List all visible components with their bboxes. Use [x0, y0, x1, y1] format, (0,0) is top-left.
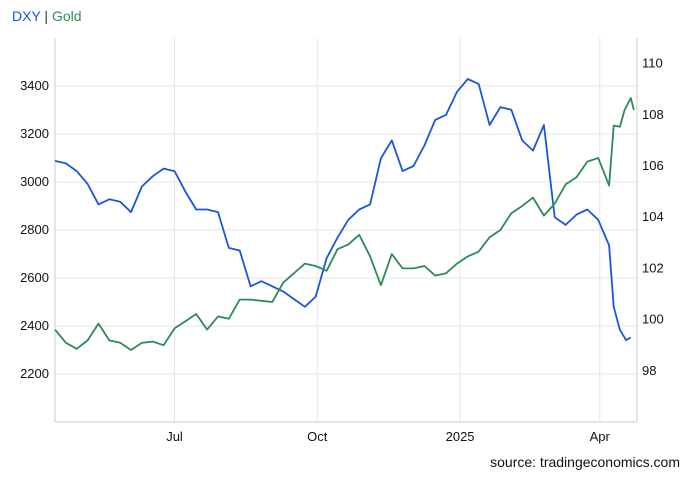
series-line-dxy [54, 78, 632, 342]
series-line-gold [54, 97, 635, 351]
x-tick-label: 2025 [446, 429, 475, 444]
x-tick-label: Jul [166, 429, 183, 444]
y-right-tick-label: 110 [642, 56, 663, 71]
y-right-tick-label: 100 [642, 312, 664, 327]
y-right-tick-label: 104 [642, 209, 664, 224]
y-left-tick-label: 3400 [20, 78, 49, 93]
x-tick-label: Oct [307, 429, 328, 444]
y-left-tick-label: 3200 [20, 126, 49, 141]
y-right-tick-label: 102 [642, 260, 664, 275]
y-left-tick-label: 2200 [20, 366, 49, 381]
legend-separator: | [40, 8, 52, 24]
x-tick-label: Apr [590, 429, 611, 444]
y-right-tick-label: 106 [642, 158, 664, 173]
legend-dxy[interactable]: DXY [12, 8, 41, 24]
y-left-tick-label: 2600 [20, 270, 49, 285]
y-left-tick-label: 3000 [20, 174, 49, 189]
y-right-tick-label: 108 [642, 107, 664, 122]
source-label: source: tradingeconomics.com [490, 454, 680, 470]
y-right-tick-label: 98 [642, 363, 656, 378]
y-left-tick-label: 2800 [20, 222, 49, 237]
y-left-tick-label: 2400 [20, 318, 49, 333]
legend-gold[interactable]: Gold [51, 8, 82, 24]
chart-legend: DXY | Gold [12, 8, 82, 24]
